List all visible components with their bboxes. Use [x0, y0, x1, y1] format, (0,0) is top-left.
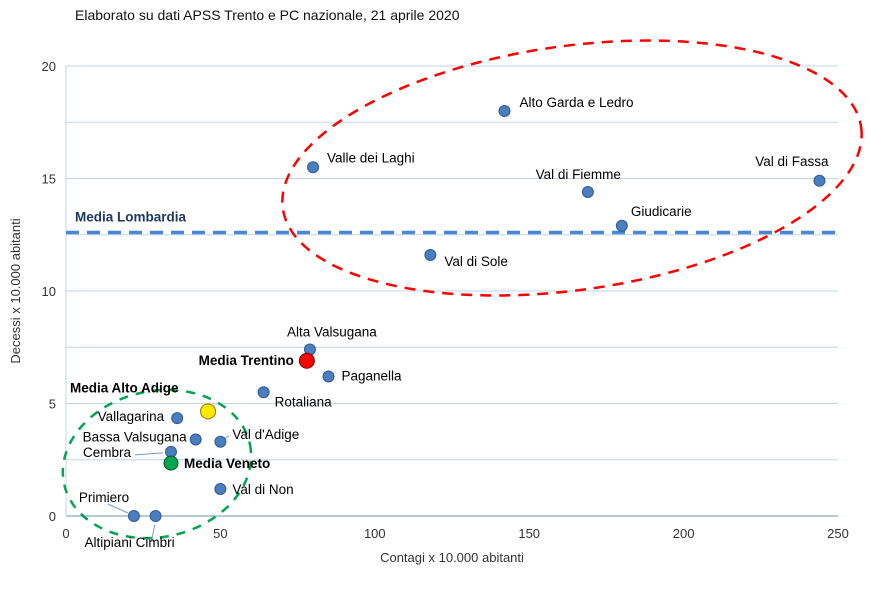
x-tick-label: 250	[827, 526, 849, 541]
label-leader-line	[134, 452, 164, 456]
y-tick-label: 15	[42, 172, 56, 187]
data-point	[307, 161, 320, 174]
data-point	[322, 370, 335, 383]
data-point	[813, 174, 826, 187]
y-axis-title: Decessi x 10.000 abitanti	[8, 218, 23, 363]
data-point-label: Val di Fiemme	[536, 167, 621, 182]
label-leader-line	[151, 524, 156, 543]
data-point-label: Val di Non	[232, 482, 293, 497]
data-point	[424, 249, 437, 261]
x-tick-label: 200	[673, 526, 695, 541]
x-tick-label: 0	[62, 526, 69, 541]
media-lombardia-label: Media Lombardia	[75, 210, 187, 225]
y-tick-label: 10	[42, 284, 56, 299]
data-point	[214, 483, 227, 495]
x-tick-label: 150	[518, 526, 540, 541]
data-point	[163, 455, 179, 471]
data-point-label: Altipiani Cimbri	[85, 535, 175, 550]
data-point	[298, 352, 315, 369]
data-point-label: Val di Fassa	[755, 154, 829, 169]
data-point-label: Alta Valsugana	[287, 325, 377, 340]
data-point-label: Val di Sole	[444, 254, 508, 269]
x-tick-label: 100	[364, 526, 386, 541]
data-point-label: Rotaliana	[275, 394, 333, 409]
data-point-label: Media Alto Adige	[70, 380, 179, 395]
data-point	[171, 412, 184, 425]
data-point	[214, 435, 227, 448]
y-tick-label: 0	[49, 509, 56, 524]
data-point	[200, 403, 217, 420]
data-point	[189, 433, 202, 446]
x-axis-title: Contagi x 10.000 abitanti	[380, 550, 524, 565]
data-point-label: Bassa Valsugana	[83, 430, 188, 445]
x-tick-label: 50	[213, 526, 227, 541]
data-point	[615, 219, 628, 232]
y-tick-label: 20	[42, 59, 56, 74]
data-point	[581, 186, 594, 198]
data-point-label: Media Veneto	[184, 456, 270, 471]
y-tick-label: 5	[49, 397, 56, 412]
data-point-label: Primiero	[79, 490, 129, 505]
low-values-cluster-ellipse	[61, 388, 253, 540]
chart-title: Elaborato su dati APSS Trento e PC nazio…	[75, 7, 460, 23]
data-point-label: Paganella	[341, 369, 402, 384]
data-point	[257, 386, 270, 399]
data-point-label: Giudicarie	[631, 204, 692, 219]
data-point-label: Cembra	[83, 445, 132, 460]
data-point-label: Alto Garda e Ledro	[519, 95, 633, 110]
data-point-label: Val d'Adige	[232, 427, 299, 442]
high-values-cluster-ellipse	[281, 39, 863, 297]
data-point	[149, 510, 162, 522]
data-point-label: Valle dei Laghi	[327, 150, 415, 165]
data-point	[127, 510, 140, 522]
data-point-label: Vallagarina	[98, 409, 165, 424]
data-point-label: Media Trentino	[199, 353, 294, 368]
label-leader-line	[107, 503, 129, 514]
data-point	[498, 105, 511, 117]
